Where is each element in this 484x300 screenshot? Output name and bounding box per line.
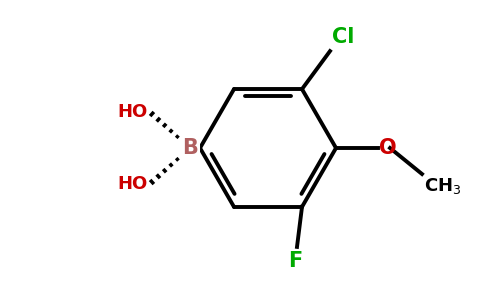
Text: HO: HO [118, 103, 148, 121]
Text: O: O [379, 138, 396, 158]
Text: Cl: Cl [332, 27, 354, 47]
Text: B: B [182, 138, 198, 158]
Text: F: F [288, 251, 302, 271]
Text: CH$_3$: CH$_3$ [424, 176, 461, 196]
Text: HO: HO [118, 175, 148, 193]
